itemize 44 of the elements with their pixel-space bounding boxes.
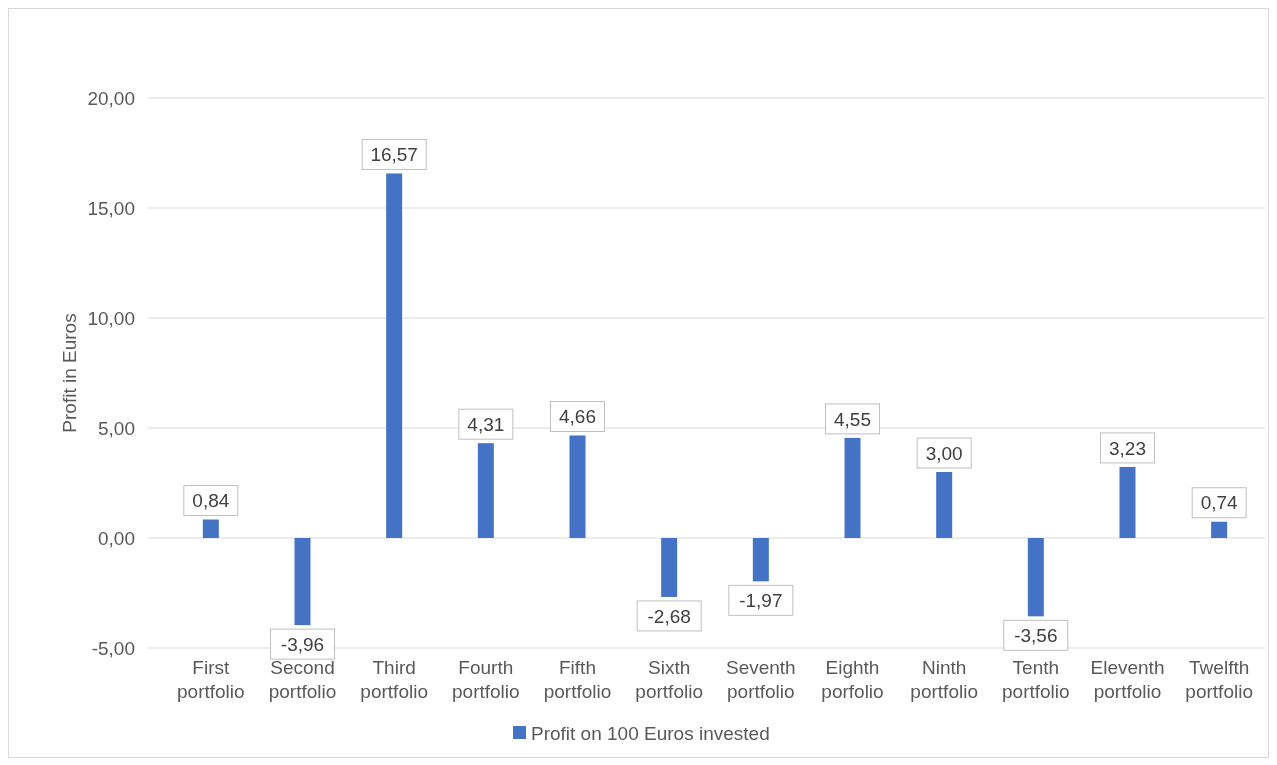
bar xyxy=(661,538,678,597)
x-tick-label: Ninth portfolio xyxy=(910,657,978,702)
y-axis-title: Profit in Euros xyxy=(59,313,80,433)
bar xyxy=(1119,466,1136,538)
x-tick-label: Sixth portfolio xyxy=(635,657,703,702)
data-label: -3,56 xyxy=(1014,624,1058,646)
data-label: 4,55 xyxy=(834,408,871,430)
bar xyxy=(386,173,403,538)
x-tick-label: Fourth portfolio xyxy=(452,657,520,702)
y-tick-label: 0,00 xyxy=(98,527,135,549)
data-label: -2,68 xyxy=(647,605,691,627)
x-tick-label: Eighth porfolio xyxy=(821,657,884,702)
x-tick-label: Twelfth portfolio xyxy=(1185,657,1253,702)
data-label: 0,74 xyxy=(1200,492,1239,514)
bar xyxy=(752,538,769,582)
bar xyxy=(294,538,311,626)
x-tick-label: Seventh portfolio xyxy=(725,657,796,702)
data-label: -3,96 xyxy=(280,633,325,655)
data-label: -1,97 xyxy=(739,589,783,611)
bar xyxy=(477,443,494,538)
x-tick-label: Fifth portfolio xyxy=(543,657,612,702)
bar xyxy=(202,519,219,538)
x-tick-label: Third portfolio xyxy=(360,657,428,702)
y-tick-label: 5,00 xyxy=(98,417,135,439)
y-tick-label: 10,00 xyxy=(87,307,135,329)
bar xyxy=(1027,538,1044,617)
x-tick-label: Second portfolio xyxy=(268,657,337,702)
x-tick-label: First portfolio xyxy=(177,657,245,702)
y-tick-label: 15,00 xyxy=(87,197,135,219)
data-label: 3,00 xyxy=(925,442,963,464)
y-tick-label: -5,00 xyxy=(91,637,135,659)
data-label: 4,66 xyxy=(559,406,596,428)
x-tick-label: Tenth portfolio xyxy=(1002,657,1070,702)
legend-label: Profit on 100 Euros invested xyxy=(531,722,770,744)
y-tick-label: 20,00 xyxy=(87,87,135,109)
bar xyxy=(1211,521,1228,538)
bar xyxy=(569,435,586,538)
bar xyxy=(936,472,953,538)
data-label: 16,57 xyxy=(370,144,418,166)
data-label: 0,84 xyxy=(192,490,230,512)
data-label: 3,23 xyxy=(1109,437,1146,459)
x-tick-label: Eleventh portfolio xyxy=(1090,657,1165,702)
bar xyxy=(844,437,861,538)
data-label: 4,31 xyxy=(467,413,505,435)
